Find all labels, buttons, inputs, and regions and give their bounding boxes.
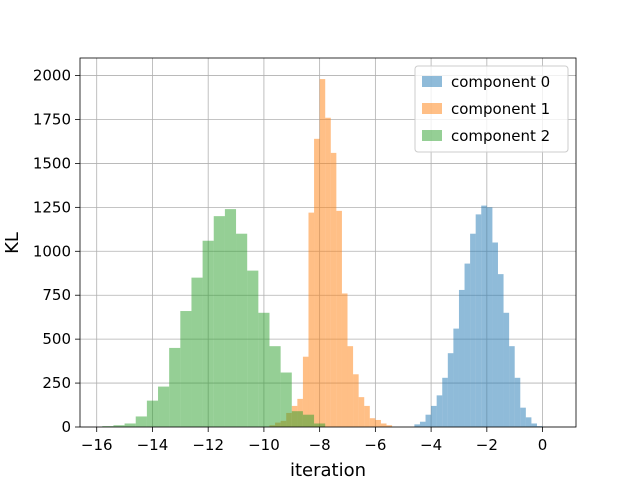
- y-tick-label: 0: [61, 418, 71, 436]
- histogram-bar: [536, 426, 543, 427]
- histogram-bar: [419, 421, 426, 427]
- histogram-bar: [509, 346, 515, 427]
- histogram-bar: [442, 377, 448, 427]
- histogram-bar: [497, 274, 504, 427]
- histogram-bar: [514, 377, 521, 427]
- histogram-bar: [492, 242, 498, 427]
- histogram-bar: [347, 346, 354, 427]
- histogram-bar: [436, 395, 443, 427]
- legend-label: component 1: [451, 100, 550, 118]
- x-tick-label: −16: [81, 436, 113, 454]
- histogram-bar: [224, 209, 237, 427]
- histogram-bar: [447, 353, 454, 427]
- histogram-bar: [375, 419, 381, 427]
- histogram-bar: [425, 414, 432, 427]
- histogram-bar: [180, 311, 192, 427]
- x-tick-label: −14: [137, 436, 169, 454]
- series-2-bars: [102, 209, 326, 427]
- legend-swatch: [422, 130, 442, 141]
- histogram-bar: [146, 400, 159, 427]
- series-0-bars: [414, 205, 543, 427]
- plot-frame: [79, 57, 577, 428]
- histogram-bar: [486, 207, 493, 427]
- histogram-bar: [102, 426, 114, 427]
- histogram-bar: [308, 212, 315, 427]
- histogram-bar: [525, 417, 532, 427]
- histogram-bar: [386, 425, 393, 427]
- histogram-bar: [280, 372, 292, 427]
- histogram-bar: [341, 293, 348, 427]
- y-tick-label: 2000: [33, 67, 71, 85]
- histogram-bar: [302, 356, 309, 427]
- x-tick-label: −2: [476, 436, 498, 454]
- axes: [75, 57, 577, 432]
- histogram-bar: [475, 214, 482, 427]
- x-tick-label: −4: [420, 436, 442, 454]
- histogram-bar: [314, 138, 320, 428]
- histogram-bar: [470, 233, 476, 427]
- histogram-bar: [336, 210, 342, 427]
- histogram-bar: [503, 312, 510, 427]
- histogram-bar: [113, 425, 125, 427]
- series-1-bars: [269, 79, 393, 428]
- legend-swatch: [422, 76, 442, 87]
- y-tick-label: 750: [42, 286, 71, 304]
- histogram-bar: [531, 423, 537, 427]
- legend-label: component 0: [451, 73, 550, 91]
- histogram-bar: [236, 233, 248, 427]
- legend-label: component 2: [451, 127, 550, 145]
- x-tick-label: −12: [192, 436, 224, 454]
- histogram-bar: [369, 418, 376, 427]
- histogram-bar: [291, 411, 303, 427]
- y-tick-label: 250: [42, 374, 71, 392]
- histogram-bar: [380, 423, 387, 427]
- histogram-bar: [124, 423, 136, 427]
- histogram-bar: [353, 374, 359, 427]
- x-tick-label: 0: [538, 436, 548, 454]
- y-tick-label: 1250: [33, 198, 71, 216]
- y-tick-label: 1750: [33, 111, 71, 129]
- legend-box: [414, 65, 569, 153]
- histogram-bar: [358, 397, 365, 427]
- histogram-bar: [135, 416, 147, 427]
- histogram-bar: [364, 405, 370, 427]
- histogram-bar: [453, 328, 459, 427]
- histogram-bar: [158, 386, 170, 427]
- histogram-bar: [414, 424, 420, 427]
- y-tick-label: 500: [42, 330, 71, 348]
- histogram-bar: [325, 117, 331, 427]
- legend: component 0 component 1 component 2: [414, 65, 569, 153]
- tick-labels: −16 −14 −12 −10 −8 −6 −4 −2 0 0 250 500 750 1000 1250 1…: [33, 67, 548, 454]
- y-axis-label: KL: [2, 232, 23, 254]
- histogram-bar: [458, 289, 465, 427]
- histogram-bar: [202, 240, 214, 427]
- histogram-bar: [464, 263, 471, 427]
- histogram-bar: [330, 152, 337, 427]
- y-tick-label: 1000: [33, 242, 71, 260]
- histogram-bar: [191, 277, 203, 427]
- histogram-bar: [431, 405, 437, 427]
- histogram-bar: [169, 347, 181, 427]
- histogram-bar: [258, 312, 270, 427]
- histogram-bars: [102, 79, 543, 428]
- histogram-bar: [481, 205, 487, 427]
- histogram-bar: [302, 414, 315, 427]
- y-tick-label: 1500: [33, 154, 71, 172]
- x-tick-label: −10: [248, 436, 280, 454]
- histogram-bar: [319, 79, 326, 427]
- histogram-bar: [314, 423, 326, 427]
- legend-swatch: [422, 103, 442, 114]
- x-tick-label: −6: [364, 436, 386, 454]
- x-axis-label: iteration: [290, 460, 366, 480]
- x-tick-label: −8: [309, 436, 331, 454]
- histogram-bar: [269, 346, 281, 427]
- histogram-bar: [213, 216, 225, 427]
- histogram-bar: [520, 407, 526, 427]
- histogram-bar: [247, 270, 259, 427]
